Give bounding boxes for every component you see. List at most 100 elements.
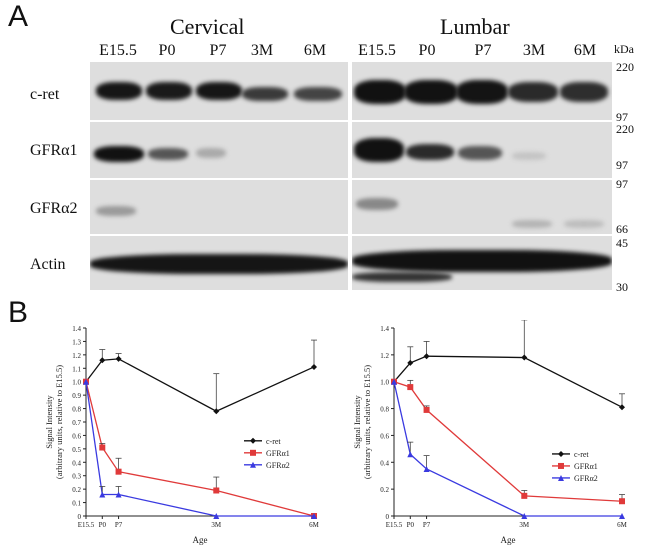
data-point: [407, 451, 414, 458]
x-tick-label: E15.5: [78, 521, 95, 529]
x-tick-label: 6M: [617, 521, 628, 529]
x-tick-label: P0: [99, 521, 107, 529]
lane-label: P0: [158, 42, 176, 59]
y-tick-label: 0.6: [380, 432, 389, 440]
data-point: [407, 359, 414, 366]
data-point: [391, 378, 397, 385]
y-tick-label: 0.4: [72, 459, 81, 467]
legend-label: GFRα2: [574, 474, 598, 483]
blot-cervical-gfra2: [90, 180, 348, 234]
lane-label: 6M: [573, 42, 597, 59]
blot-lumbar-gfra2: [352, 180, 612, 234]
lane-label: E15.5: [99, 42, 137, 59]
legend-marker: [250, 461, 256, 468]
panel-a-letter: A: [8, 0, 29, 33]
y-tick-label: 1.1: [72, 365, 81, 373]
legend-marker: [558, 474, 564, 481]
lane-label: P7: [474, 42, 492, 59]
y-tick-label: 0.6: [72, 432, 81, 440]
lane-label: 6M: [303, 42, 327, 59]
y-tick-label: 0.5: [72, 446, 81, 454]
mw-unit-label: kDa: [614, 42, 634, 56]
data-point: [99, 357, 106, 364]
mw-label: 97: [616, 158, 628, 172]
data-point: [115, 468, 122, 475]
data-point: [99, 491, 106, 498]
mw-label: 220: [616, 60, 634, 74]
legend-marker: [558, 450, 564, 457]
data-point: [213, 513, 220, 519]
x-tick-label: P7: [423, 521, 431, 529]
data-point: [423, 406, 430, 413]
blot-lumbar-actin: [352, 236, 612, 290]
mw-label: 97: [616, 177, 628, 191]
data-point: [311, 513, 317, 519]
data-point: [115, 355, 122, 362]
data-point: [619, 513, 625, 519]
y-tick-label: 0.8: [380, 406, 389, 414]
y-tick-label: 0.4: [380, 459, 389, 467]
mw-label: 220: [616, 122, 634, 136]
y-axis-label: Signal Intensity(arbitrary units, relati…: [44, 365, 64, 479]
data-point: [213, 487, 220, 494]
legend-label: GFRα1: [574, 462, 598, 471]
x-tick-label: P7: [115, 521, 123, 529]
row-label-actin: Actin: [30, 256, 66, 273]
legend-label: c-ret: [266, 437, 281, 446]
blot-cervical-actin: [90, 236, 348, 290]
y-tick-label: 1.4: [380, 325, 389, 333]
series-line-2: [393, 381, 622, 517]
x-tick-label: 3M: [519, 521, 530, 529]
mw-label: 66: [616, 222, 628, 236]
y-tick-label: 1.0: [380, 379, 389, 387]
blot-lumbar-gfra1: [352, 122, 612, 178]
y-axis-label: Signal Intensity(arbitrary units, relati…: [352, 365, 372, 479]
data-point: [115, 491, 122, 498]
y-tick-label: 0.1: [72, 500, 81, 508]
data-point: [99, 444, 106, 451]
y-tick-label: 0: [386, 513, 390, 521]
lane-label: 3M: [522, 42, 546, 59]
blot-cervical-gfra1: [90, 122, 348, 178]
y-tick-label: 0.2: [72, 486, 81, 494]
row-label-gfra2: GFRα2: [30, 200, 78, 217]
row-label-c-ret: c-ret: [30, 86, 60, 103]
legend-marker: [558, 462, 564, 469]
x-tick-label: 3M: [211, 521, 222, 529]
legend-label: GFRα1: [266, 449, 290, 458]
y-tick-label: 0.3: [72, 473, 81, 481]
x-axis-label: Age: [193, 535, 208, 545]
y-tick-label: 0.7: [72, 419, 81, 427]
y-tick-label: 1.0: [72, 379, 81, 387]
lane-label: 3M: [250, 42, 274, 59]
lane-label: P7: [209, 42, 227, 59]
data-point: [311, 363, 317, 370]
y-tick-label: 1.3: [72, 338, 81, 346]
x-tick-label: 6M: [309, 521, 320, 529]
line-chart-cervical: 0 0.1 0.2 0.3 0.4 0.5 0.6 0.7 0.8 0.9 1.0 1.1 1.2 1.3…: [44, 325, 320, 545]
panel-b-letter: B: [8, 296, 29, 329]
data-point: [521, 513, 528, 519]
line-chart-lumbar: 0 0.2 0.4 0.6 0.8 1.0 1.2 1.4 E15.5 P0 P7 3M 6M Age Si…: [352, 320, 628, 545]
legend-marker: [250, 449, 256, 456]
y-tick-label: 0.8: [72, 406, 81, 414]
y-tick-label: 0: [78, 513, 82, 521]
blot-lumbar-c-ret: [352, 62, 612, 120]
x-axis-label: Age: [501, 535, 516, 545]
y-tick-label: 1.2: [380, 352, 389, 360]
lane-label: E15.5: [358, 42, 396, 59]
blot-cervical-c-ret: [90, 62, 348, 120]
series-line-1: [393, 381, 623, 502]
x-tick-label: E15.5: [386, 521, 403, 529]
data-point: [521, 354, 528, 361]
y-tick-label: 1.4: [72, 325, 81, 333]
mw-label: 45: [616, 236, 628, 250]
legend-marker: [250, 437, 256, 444]
data-point: [407, 384, 414, 391]
data-point: [83, 378, 89, 385]
y-tick-label: 1.2: [72, 352, 81, 360]
series-line-0: [85, 358, 315, 412]
data-point: [423, 466, 430, 472]
data-point: [619, 404, 625, 411]
lane-label: P0: [418, 42, 436, 59]
